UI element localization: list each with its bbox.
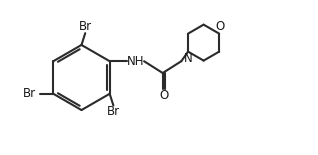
Text: Br: Br: [79, 20, 92, 33]
Text: Br: Br: [23, 87, 36, 100]
Text: NH: NH: [127, 55, 144, 68]
Text: O: O: [159, 89, 169, 102]
Text: N: N: [184, 52, 192, 65]
Text: O: O: [216, 20, 225, 33]
Text: Br: Br: [107, 105, 120, 118]
